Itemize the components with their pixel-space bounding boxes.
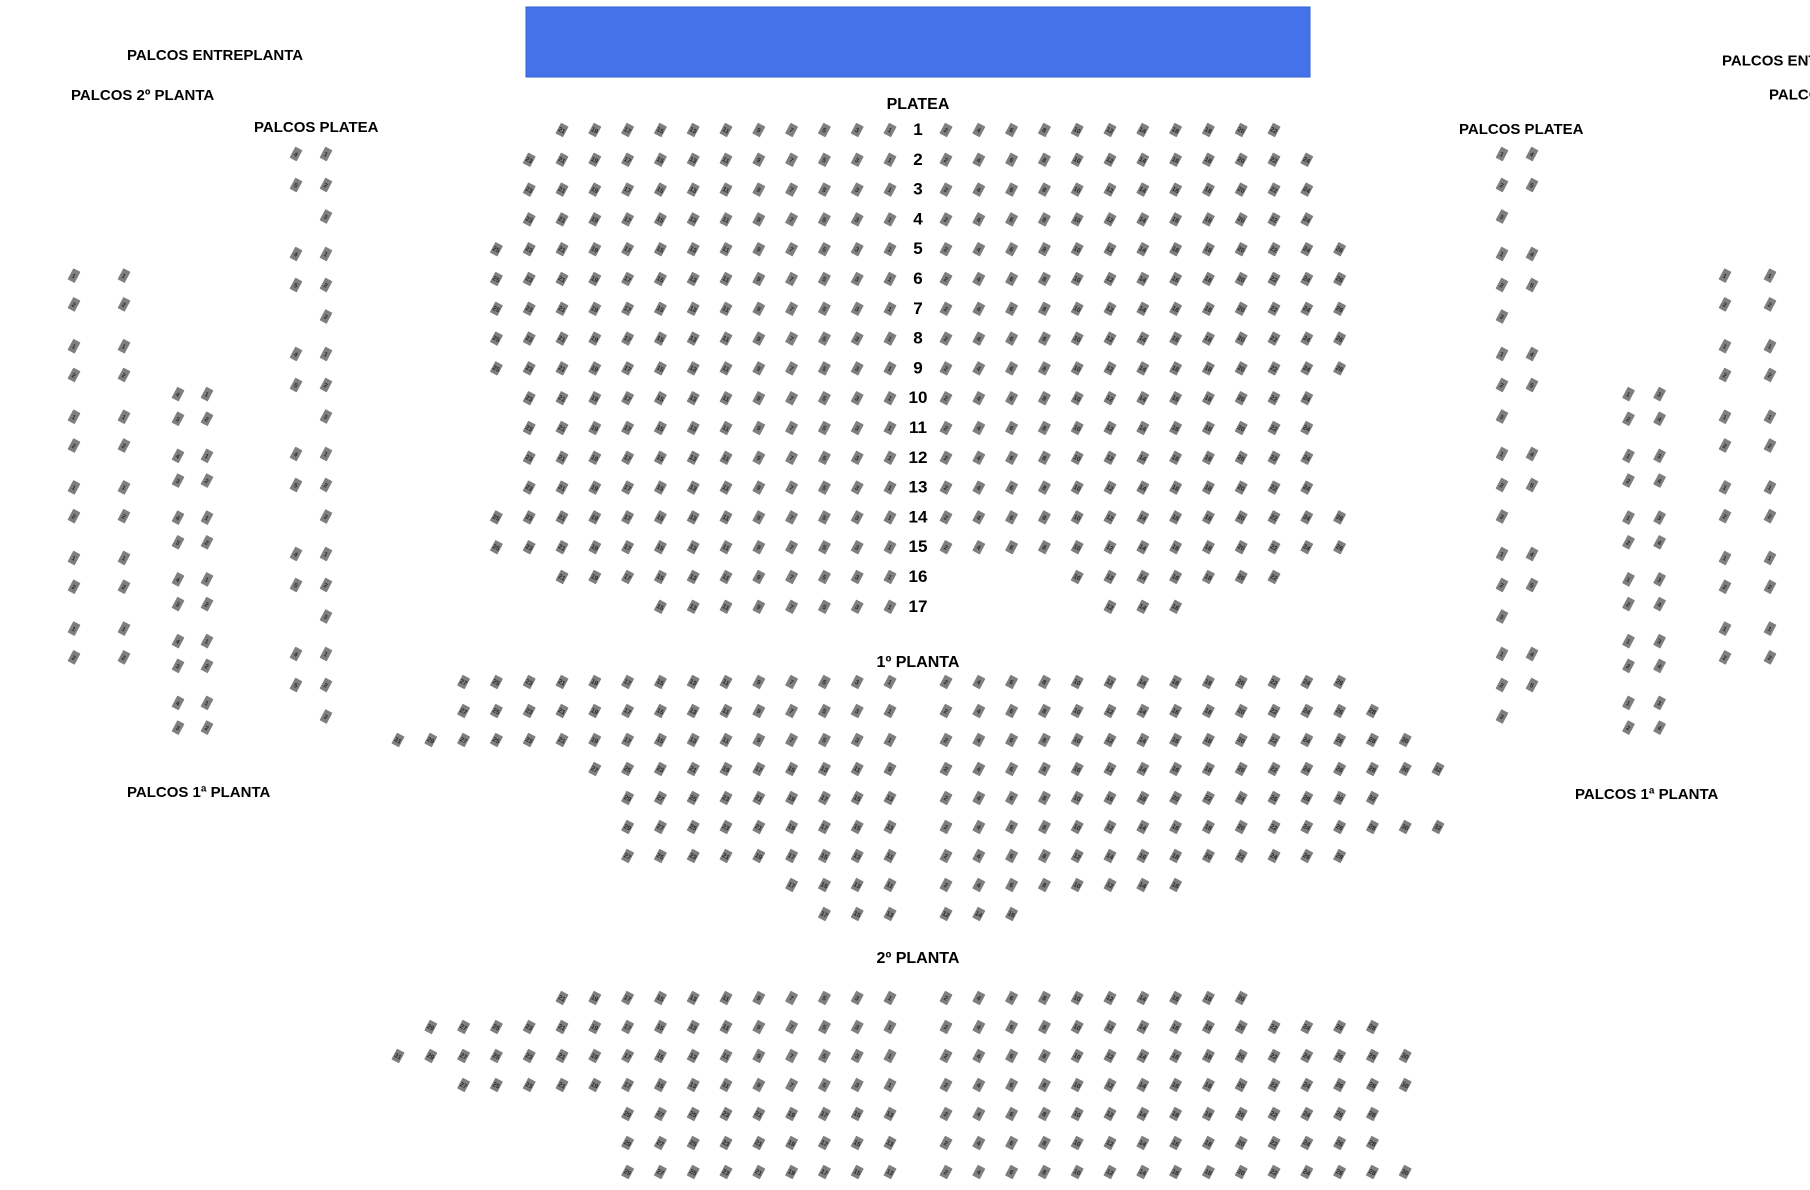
svg-text:PALCOS PLATEA: PALCOS PLATEA [1459, 121, 1584, 138]
svg-text:14: 14 [909, 507, 928, 526]
svg-text:8: 8 [913, 329, 922, 348]
svg-text:12: 12 [909, 448, 928, 467]
svg-text:1: 1 [913, 120, 922, 139]
svg-text:9: 9 [913, 358, 922, 377]
svg-text:PLATEA: PLATEA [887, 96, 950, 113]
svg-text:16: 16 [909, 567, 928, 586]
svg-text:4: 4 [913, 209, 923, 228]
svg-text:6: 6 [913, 269, 922, 288]
svg-text:2: 2 [913, 150, 922, 169]
svg-text:1º PLANTA: 1º PLANTA [877, 654, 960, 671]
svg-text:7: 7 [913, 299, 922, 318]
svg-text:13: 13 [909, 478, 928, 497]
svg-text:PALCOS 1ª PLANTA: PALCOS 1ª PLANTA [1575, 786, 1719, 803]
svg-text:PALCOS 2º PLANTA: PALCOS 2º PLANTA [71, 87, 214, 104]
svg-text:11: 11 [909, 418, 927, 437]
svg-text:2º PLANTA: 2º PLANTA [877, 950, 960, 967]
svg-text:PALCOS ENTREPLANTA: PALCOS ENTREPLANTA [127, 47, 303, 64]
svg-text:PALCOS 2º PLANTA: PALCOS 2º PLANTA [1769, 87, 1810, 104]
svg-text:15: 15 [909, 537, 928, 556]
svg-text:3: 3 [913, 180, 922, 199]
svg-text:PALCOS ENTREPLANTA: PALCOS ENTREPLANTA [1722, 53, 1810, 70]
svg-text:5: 5 [913, 239, 922, 258]
svg-text:PALCOS PLATEA: PALCOS PLATEA [254, 119, 379, 136]
svg-text:17: 17 [909, 597, 928, 616]
svg-text:10: 10 [909, 388, 928, 407]
svg-text:PALCOS 1ª PLANTA: PALCOS 1ª PLANTA [127, 784, 271, 801]
